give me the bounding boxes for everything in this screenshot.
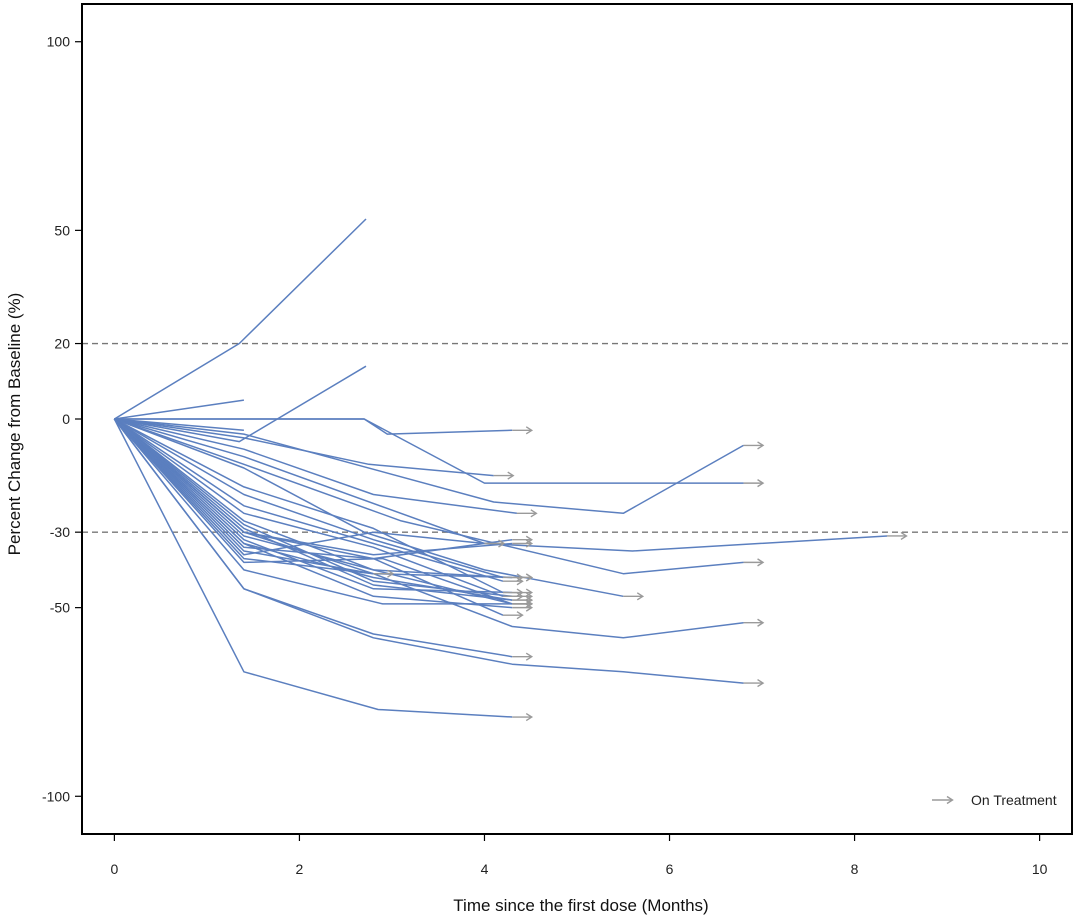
y-tick-label: -50 xyxy=(50,600,70,616)
on-treatment-arrow xyxy=(493,471,515,480)
series-line xyxy=(113,418,513,609)
series-line xyxy=(114,418,504,579)
on-treatment-arrow xyxy=(512,603,534,612)
on-treatment-arrow xyxy=(512,712,534,722)
x-axis-ticks: 0 2 4 6 8 10 xyxy=(110,834,1048,877)
legend: On Treatment xyxy=(932,792,1057,808)
arrow-head xyxy=(636,592,645,601)
series-line xyxy=(113,418,513,605)
x-tick-label: 0 xyxy=(110,861,118,877)
on-treatment-arrow xyxy=(502,577,524,586)
on-treatment-arrow xyxy=(512,592,534,601)
on-treatment-arrow xyxy=(512,573,534,582)
y-axis-ticks: 100 50 20 0 -30 -50 -100 xyxy=(42,34,82,804)
series-line xyxy=(114,218,367,420)
y-tick-label: 20 xyxy=(54,336,70,352)
on-treatment-arrows xyxy=(373,426,908,722)
series-line xyxy=(113,418,513,579)
on-treatment-arrow xyxy=(512,588,534,597)
arrow-head xyxy=(757,618,765,627)
arrow-head xyxy=(507,471,515,480)
series-line xyxy=(113,418,744,639)
on-treatment-arrow xyxy=(512,596,534,605)
on-treatment-arrow xyxy=(502,611,524,620)
on-treatment-arrow xyxy=(516,509,538,518)
arrow-head xyxy=(516,577,524,586)
arrow-head xyxy=(525,592,534,601)
on-treatment-arrow xyxy=(623,592,645,601)
arrow-head xyxy=(525,426,534,435)
on-treatment-arrow xyxy=(743,479,765,488)
arrow-head xyxy=(757,479,765,488)
on-treatment-arrow xyxy=(886,531,908,541)
series-line xyxy=(113,418,485,556)
series-line xyxy=(113,418,513,598)
x-tick-label: 2 xyxy=(296,861,304,877)
on-treatment-arrow xyxy=(743,679,765,688)
series-line xyxy=(114,418,504,594)
on-treatment-arrow xyxy=(512,426,534,435)
series-lines xyxy=(113,218,888,718)
arrow-head xyxy=(525,712,534,722)
arrow-head xyxy=(525,599,534,608)
y-tick-label: 50 xyxy=(54,222,70,238)
arrow-head xyxy=(757,679,765,688)
arrow-head xyxy=(530,509,538,518)
x-tick-label: 6 xyxy=(666,861,674,877)
series-line xyxy=(113,418,513,601)
y-tick-label: 0 xyxy=(62,411,70,427)
on-treatment-arrow xyxy=(512,535,534,544)
series-line xyxy=(114,418,517,515)
y-tick-label: -30 xyxy=(50,524,70,540)
series-line xyxy=(114,399,245,420)
legend-arrow-head-icon xyxy=(946,795,954,805)
series-line xyxy=(113,418,513,718)
series-line xyxy=(114,365,367,443)
series-line xyxy=(113,418,513,605)
series-line xyxy=(113,418,504,582)
y-tick-label: 100 xyxy=(47,34,71,50)
y-axis-title: Percent Change from Baseline (%) xyxy=(5,293,24,556)
on-treatment-arrow xyxy=(512,652,534,661)
on-treatment-arrow xyxy=(743,618,765,627)
arrow-head xyxy=(525,596,534,605)
arrow-head xyxy=(525,535,534,544)
x-tick-label: 4 xyxy=(481,861,489,877)
y-tick-label: -100 xyxy=(42,788,70,804)
arrow-head xyxy=(387,569,395,578)
arrow-head xyxy=(757,441,765,450)
series-line xyxy=(114,418,744,575)
x-tick-label: 8 xyxy=(851,861,859,877)
arrow-head xyxy=(525,652,534,661)
legend-label: On Treatment xyxy=(971,792,1057,808)
series-line xyxy=(113,418,513,658)
series-line xyxy=(113,418,504,598)
arrow-head xyxy=(525,539,534,548)
on-treatment-arrow xyxy=(743,441,765,450)
series-line xyxy=(114,418,744,484)
arrow-head xyxy=(525,573,534,582)
arrow-head xyxy=(516,611,524,620)
series-line xyxy=(114,418,744,515)
x-axis-title: Time since the first dose (Months) xyxy=(453,896,708,915)
on-treatment-arrow xyxy=(373,569,395,578)
on-treatment-arrow xyxy=(484,539,506,548)
arrow-head xyxy=(757,558,765,567)
series-line xyxy=(113,418,513,594)
arrow-head xyxy=(498,539,506,548)
arrow-head xyxy=(525,603,534,612)
arrow-head xyxy=(900,531,908,541)
arrow-head xyxy=(525,588,534,597)
x-tick-label: 10 xyxy=(1032,861,1048,877)
on-treatment-arrow xyxy=(743,558,765,567)
on-treatment-arrow xyxy=(512,539,534,548)
on-treatment-arrow xyxy=(512,599,534,608)
series-line xyxy=(113,418,374,575)
